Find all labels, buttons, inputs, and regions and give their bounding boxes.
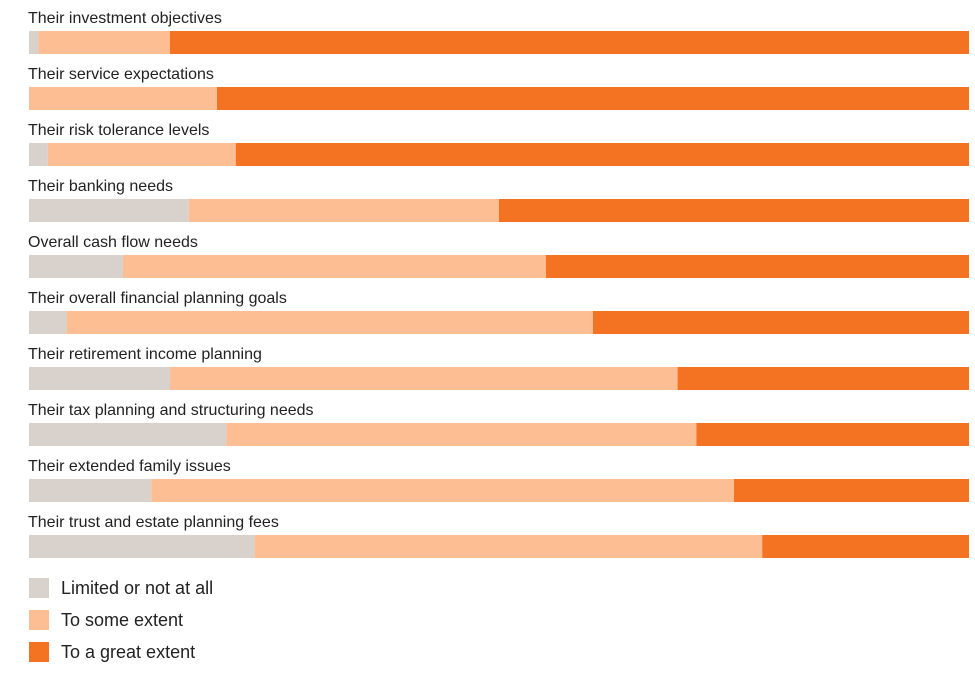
bar-segment-row-10-series-2 xyxy=(254,535,763,558)
category-label-row-5: Overall cash flow needs xyxy=(28,234,198,251)
bar-segment-row-5-series-3 xyxy=(546,255,969,278)
bar-segment-row-1-series-2 xyxy=(38,31,171,54)
category-label-row-2: Their service expectations xyxy=(28,66,214,83)
bar-segment-row-8-series-3 xyxy=(696,423,969,446)
legend-item-limited: Limited or not at all xyxy=(29,578,213,598)
bar-segment-row-6-series-1 xyxy=(29,311,67,334)
bar-segment-row-10-series-1 xyxy=(29,535,255,558)
bar-segment-row-5-series-1 xyxy=(29,255,123,278)
bar-segment-row-7-series-2 xyxy=(170,367,678,390)
bar-segment-row-9-series-3 xyxy=(734,479,969,502)
category-label-row-4: Their banking needs xyxy=(28,178,173,195)
bar-segment-row-3-series-3 xyxy=(235,143,970,166)
bar-segment-row-3-series-1 xyxy=(29,143,48,166)
bar-segment-row-1-series-1 xyxy=(29,31,39,54)
category-label-row-10: Their trust and estate planning fees xyxy=(28,514,279,531)
bar-segment-row-8-series-2 xyxy=(226,423,697,446)
bar-segment-row-2-series-2 xyxy=(29,87,217,110)
bar-segment-row-8-series-1 xyxy=(29,423,227,446)
stacked-bar-chart: Their investment objectives Their service… xyxy=(28,10,970,558)
bar-segment-row-6-series-2 xyxy=(66,311,594,334)
bar-segment-row-2-series-3 xyxy=(217,87,969,110)
legend-swatch-limited xyxy=(29,578,49,598)
bar-segment-row-4-series-3 xyxy=(499,199,969,222)
bar-segment-row-9-series-1 xyxy=(29,479,152,502)
legend-item-some-extent: To some extent xyxy=(29,610,213,630)
bar-segment-row-3-series-2 xyxy=(47,143,236,166)
category-label-row-8: Their tax planning and structuring needs xyxy=(28,402,314,419)
bar-segment-row-10-series-3 xyxy=(762,535,969,558)
legend-swatch-some-extent xyxy=(29,610,49,630)
bar-segment-row-4-series-2 xyxy=(188,199,500,222)
legend-swatch-great-extent xyxy=(29,642,49,662)
category-label-row-7: Their retirement income planning xyxy=(28,346,262,363)
category-label-row-6: Their overall financial planning goals xyxy=(28,290,287,307)
legend-item-great-extent: To a great extent xyxy=(29,642,213,662)
category-label-row-3: Their risk tolerance levels xyxy=(28,122,209,139)
bar-segment-row-1-series-3 xyxy=(170,31,969,54)
bar-segment-row-7-series-3 xyxy=(677,367,969,390)
bar-segment-row-5-series-2 xyxy=(123,255,546,278)
bar-segment-row-6-series-3 xyxy=(593,311,969,334)
legend-label-great-extent: To a great extent xyxy=(61,641,196,662)
bar-segment-row-4-series-1 xyxy=(29,199,189,222)
legend: Limited or not at all To some extent To … xyxy=(29,578,213,674)
category-label-row-9: Their extended family issues xyxy=(28,458,231,475)
bar-segment-row-9-series-2 xyxy=(151,479,734,502)
category-label-row-1: Their investment objectives xyxy=(28,10,222,27)
legend-label-limited: Limited or not at all xyxy=(61,577,214,598)
bar-segment-row-7-series-1 xyxy=(29,367,170,390)
legend-label-some-extent: To some extent xyxy=(61,609,184,630)
